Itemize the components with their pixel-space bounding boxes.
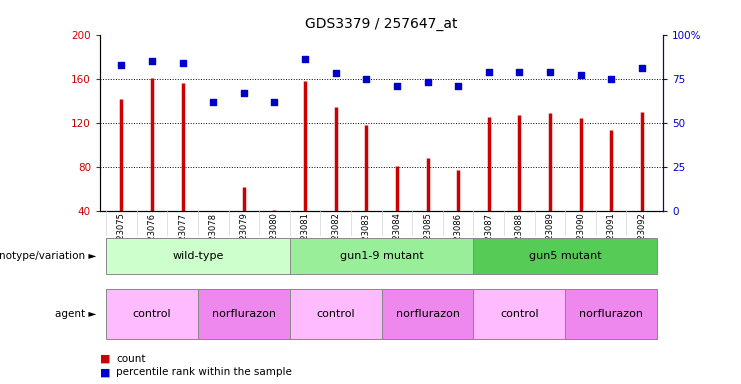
Text: wild-type: wild-type	[173, 251, 224, 262]
Point	[116, 61, 127, 68]
Point	[268, 99, 280, 105]
Text: control: control	[133, 309, 171, 319]
Point	[422, 79, 433, 85]
FancyBboxPatch shape	[106, 238, 290, 275]
FancyBboxPatch shape	[565, 289, 657, 339]
Text: control: control	[316, 309, 355, 319]
Text: percentile rank within the sample: percentile rank within the sample	[116, 367, 292, 377]
Point	[483, 69, 495, 75]
Text: gun5 mutant: gun5 mutant	[529, 251, 602, 262]
Point	[544, 69, 556, 75]
FancyBboxPatch shape	[473, 289, 565, 339]
Text: gun1-9 mutant: gun1-9 mutant	[339, 251, 424, 262]
FancyBboxPatch shape	[106, 289, 198, 339]
FancyBboxPatch shape	[473, 238, 657, 275]
Point	[299, 56, 311, 62]
Point	[605, 76, 617, 82]
FancyBboxPatch shape	[290, 238, 473, 275]
FancyBboxPatch shape	[382, 289, 473, 339]
Point	[177, 60, 189, 66]
Point	[452, 83, 464, 89]
Text: ■: ■	[100, 367, 110, 377]
Text: agent ►: agent ►	[55, 309, 96, 319]
Point	[574, 72, 586, 78]
Point	[146, 58, 158, 64]
Title: GDS3379 / 257647_at: GDS3379 / 257647_at	[305, 17, 458, 31]
Point	[636, 65, 648, 71]
Point	[391, 83, 403, 89]
Text: count: count	[116, 354, 146, 364]
Text: norflurazon: norflurazon	[579, 309, 643, 319]
Text: norflurazon: norflurazon	[212, 309, 276, 319]
Text: genotype/variation ►: genotype/variation ►	[0, 251, 96, 262]
FancyBboxPatch shape	[290, 289, 382, 339]
Text: norflurazon: norflurazon	[396, 309, 459, 319]
Text: ■: ■	[100, 354, 110, 364]
Text: control: control	[500, 309, 539, 319]
Point	[207, 99, 219, 105]
Point	[360, 76, 372, 82]
Point	[514, 69, 525, 75]
Point	[238, 90, 250, 96]
FancyBboxPatch shape	[198, 289, 290, 339]
Point	[330, 70, 342, 76]
